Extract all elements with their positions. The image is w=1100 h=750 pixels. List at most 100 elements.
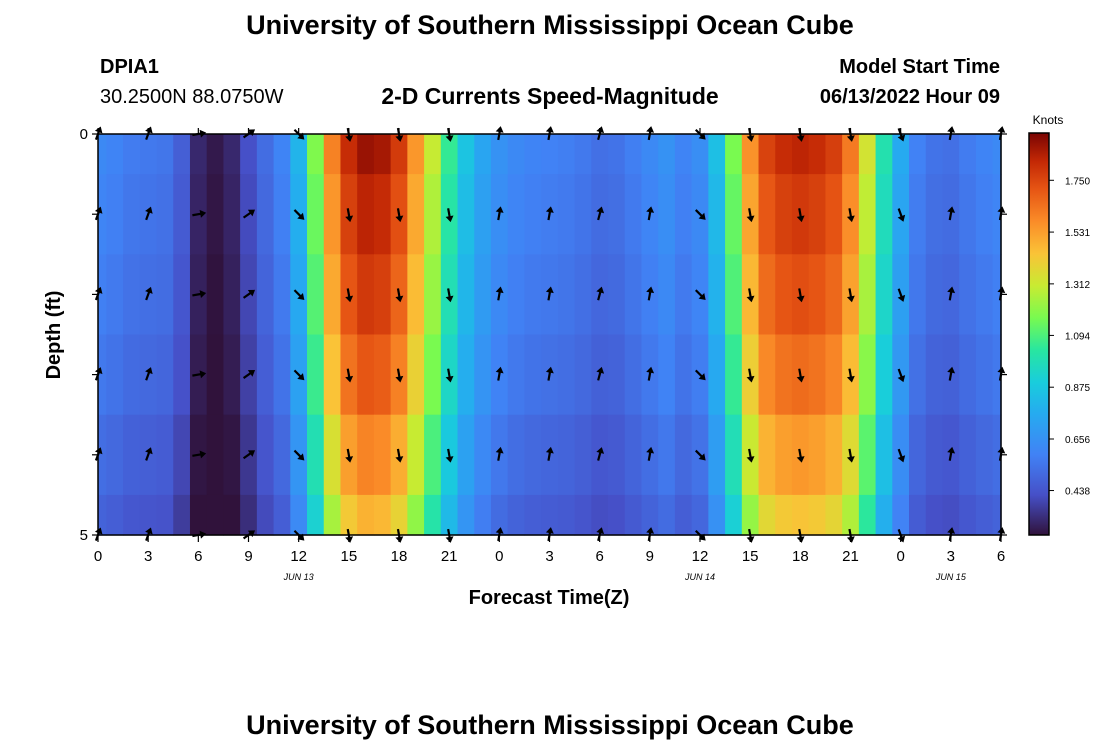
current-vector-arrow [947,206,956,221]
current-vector-arrow [846,288,855,303]
heatmap-cell [507,134,526,175]
current-vector-arrow [545,206,554,221]
current-vector-arrow [145,367,153,381]
x-tick-label: 9 [646,548,654,565]
heatmap-cell [524,414,542,496]
heatmap-cell [909,334,927,416]
current-vector-arrow [846,208,855,223]
heatmap-cell [323,414,342,496]
heatmap-cell [775,134,793,175]
current-vector-arrow [345,448,354,463]
heatmap-cell [674,254,693,336]
heatmap-cell [323,174,342,255]
heatmap-cell [725,254,743,336]
heatmap-cell [975,134,994,175]
heatmap-cell [307,134,325,175]
heatmap-cell [256,254,275,336]
heatmap-cell [139,134,158,175]
colorbar-tick-label: 1.312 [1065,280,1090,291]
heatmap-cell [691,494,709,536]
current-vector-arrow [545,446,554,461]
heatmap-cell [959,414,977,496]
heatmap-cell [557,414,576,496]
heatmap-cell [490,494,509,536]
heatmap-cell [407,254,425,336]
current-vector-arrow [445,208,454,223]
heatmap-cell [858,174,877,255]
heatmap-cell [959,134,977,175]
current-vector-arrow [646,286,655,301]
heatmap-cell [775,254,793,336]
heatmap-cell [373,334,392,416]
heatmap-cell [959,174,977,255]
heatmap-cell [206,254,225,336]
current-vector-arrow [495,286,504,301]
heatmap-cell [156,334,174,416]
heatmap-cell [674,334,693,416]
heatmap-cell [658,334,676,416]
heatmap-cell [474,334,492,416]
heatmap-cell [156,254,174,336]
current-vector-arrow [646,446,655,461]
heatmap-cell [390,494,408,536]
heatmap-cell [574,254,592,336]
heatmap-cell [357,494,375,536]
heatmap-cell [323,254,342,336]
heatmap-cell [173,414,191,496]
heatmap-cell [975,494,994,536]
heatmap-cell [507,254,526,336]
heatmap-cell [273,414,291,496]
heatmap-cell [708,414,726,496]
heatmap-cell [440,134,459,175]
current-vector-arrow [145,206,153,221]
heatmap-cell [206,494,225,536]
current-vector-arrow [192,209,207,218]
x-tick-label: 21 [842,548,859,565]
heatmap-cell [307,334,325,416]
heatmap-cell [858,334,877,416]
heatmap-cell [223,174,241,255]
current-vector-arrow [242,289,256,299]
station-id: DPIA1 [100,56,159,78]
current-vector-arrow [242,209,256,219]
heatmap-cell [457,134,475,175]
current-vector-arrow [293,209,305,220]
x-tick-label: 12 [290,548,307,565]
colorbar-tick-label: 1.531 [1065,228,1090,239]
currents-heatmap-chart: 0 3 6 9 12 15 18 21 0 3 6 9 12 15 18 21 0 3 6 JUN 13 JUN 14 J… [43,113,1090,609]
heatmap-cell [658,414,676,496]
heatmap-cell [758,414,776,496]
heatmap-cell [708,134,726,175]
heatmap-cell [524,134,542,175]
heatmap-cell [641,494,659,536]
current-vector-arrow [746,288,755,303]
heatmap-cell [123,254,141,336]
current-vector-arrow [293,369,305,381]
current-vector-arrow [796,368,805,383]
heatmap-cell [357,174,375,255]
heatmap-cell [156,494,174,536]
heatmap-cell [357,334,375,416]
heatmap-cell [474,134,492,175]
heatmap-cell [875,134,893,175]
heatmap-cell [909,414,927,496]
heatmap-cell [273,494,291,536]
heatmap-cell [457,174,475,255]
heatmap-cell [758,334,776,416]
heatmap-cell [189,134,208,175]
heatmap-cell [256,134,275,175]
current-vector-arrow [445,288,454,303]
colorbar-tick-label: 1.750 [1065,176,1090,187]
heatmap-cells [98,134,1002,536]
heatmap-cell [524,254,542,336]
current-vector-arrow [694,449,706,461]
heatmap-cell [256,414,275,496]
current-vector-arrow [293,449,305,461]
current-vector-arrow [145,447,153,461]
heatmap-cell [892,494,910,536]
current-vector-arrow [495,206,504,221]
heatmap-cell [758,494,776,536]
heatmap-cell [98,334,107,416]
heatmap-cell [875,334,893,416]
current-vector-arrow [694,369,706,381]
